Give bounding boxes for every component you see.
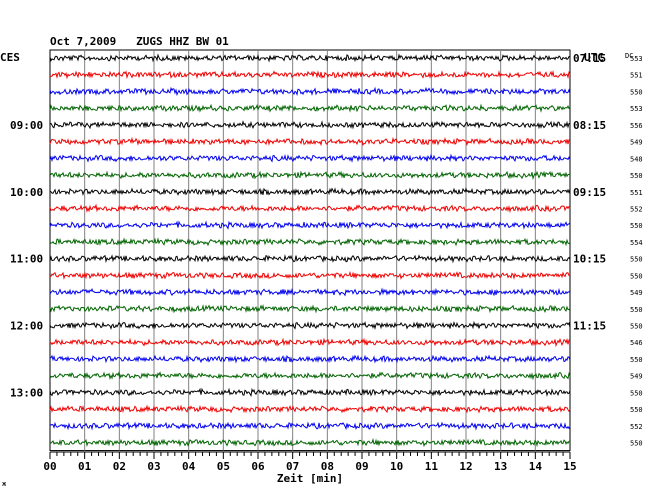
left-hour-labels: 09:00 10:00 11:00 12:00 13:00 [10, 119, 43, 400]
dc-value-10: 550 [630, 222, 643, 230]
right-hour-label-4: 11:15 [573, 320, 606, 333]
dc-value-14: 549 [630, 289, 643, 297]
x-tick-label-12: 12 [459, 460, 472, 473]
x-tick-label-3: 03 [147, 460, 160, 473]
corner-mark: ж [2, 480, 7, 488]
trace-0 [49, 53, 571, 63]
dc-value-9: 552 [630, 205, 643, 213]
x-tick-label-1: 01 [78, 460, 92, 473]
trace-16 [49, 320, 571, 331]
dc-value-11: 554 [630, 239, 643, 247]
x-tick-label-2: 02 [113, 460, 126, 473]
x-tick-label-15: 15 [563, 460, 576, 473]
right-hour-labels: 07:15 08:15 09:15 10:15 11:15 [573, 52, 606, 333]
dc-value-5: 549 [630, 139, 643, 147]
x-tick-label-13: 13 [494, 460, 507, 473]
trace-7 [49, 170, 571, 181]
dc-value-2: 550 [630, 88, 643, 96]
left-hour-label-2: 11:00 [10, 253, 43, 266]
x-tick-label-11: 11 [425, 460, 439, 473]
traces [49, 53, 571, 448]
right-hour-label-2: 09:15 [573, 186, 606, 199]
dc-label: DC [625, 52, 633, 60]
x-tick-label-6: 06 [251, 460, 265, 473]
trace-13 [49, 270, 571, 280]
left-hour-label-3: 12:00 [10, 320, 43, 333]
trace-1 [49, 70, 571, 80]
x-tick-label-8: 08 [321, 460, 334, 473]
trace-4 [49, 120, 571, 130]
trace-8 [49, 187, 571, 197]
dc-value-12: 550 [630, 256, 643, 264]
dc-value-20: 550 [630, 389, 643, 397]
trace-19 [49, 370, 571, 381]
trace-14 [49, 287, 571, 297]
dc-value-0: 553 [630, 55, 643, 63]
trace-9 [49, 203, 571, 214]
dc-value-15: 550 [630, 306, 643, 314]
trace-17 [49, 337, 571, 348]
trace-11 [49, 237, 571, 247]
trace-20 [49, 387, 571, 397]
left-hour-label-0: 09:00 [10, 119, 43, 132]
dc-value-18: 550 [630, 356, 643, 364]
trace-5 [49, 136, 571, 147]
trace-21 [49, 404, 571, 414]
trace-15 [49, 303, 571, 314]
x-tick-label-9: 09 [355, 460, 368, 473]
plot-frame [49, 49, 571, 452]
dc-value-23: 550 [630, 440, 643, 448]
x-axis-label: Zeit [min] [277, 472, 343, 485]
dc-value-7: 550 [630, 172, 643, 180]
dc-value-6: 548 [630, 155, 643, 163]
left-hour-label-1: 10:00 [10, 186, 43, 199]
grid-lines [49, 49, 571, 452]
right-hour-label-0: 07:15 [573, 52, 606, 65]
dc-value-19: 549 [630, 373, 643, 381]
x-tick-label-5: 05 [217, 460, 230, 473]
trace-23 [49, 438, 571, 448]
trace-22 [49, 421, 571, 431]
trace-2 [49, 86, 571, 97]
chart-title: Oct 7,2009 ZUGS HHZ BW 01 [50, 35, 229, 48]
dc-value-1: 551 [630, 72, 643, 80]
right-hour-label-1: 08:15 [573, 119, 606, 132]
trace-18 [49, 354, 571, 364]
dc-value-4: 556 [630, 122, 643, 130]
left-hour-label-4: 13:00 [10, 386, 43, 399]
x-tick-label-14: 14 [529, 460, 543, 473]
x-tick-label-4: 04 [182, 460, 196, 473]
trace-3 [49, 103, 571, 113]
dc-value-16: 550 [630, 323, 643, 331]
dc-value-17: 546 [630, 339, 643, 347]
left-axis-label: CES [0, 51, 20, 64]
x-tick-label-7: 07 [286, 460, 299, 473]
dc-values: 553 551 550 553 556 549 548 550 551 552 550 554 550 5… [630, 55, 643, 448]
right-hour-label-3: 10:15 [573, 253, 606, 266]
x-tick-label-10: 10 [390, 460, 403, 473]
dc-value-8: 551 [630, 189, 643, 197]
dc-value-22: 552 [630, 423, 643, 431]
x-axis: 00 01 02 03 04 05 06 07 08 09 10 11 12 13 14 15 [43, 451, 577, 473]
dc-value-21: 550 [630, 406, 643, 414]
trace-12 [49, 254, 571, 264]
trace-6 [49, 153, 571, 163]
dc-value-13: 550 [630, 272, 643, 280]
trace-10 [49, 220, 571, 230]
dc-value-3: 553 [630, 105, 643, 113]
x-tick-label-0: 00 [43, 460, 56, 473]
right-axis-label: UTC [584, 51, 604, 64]
